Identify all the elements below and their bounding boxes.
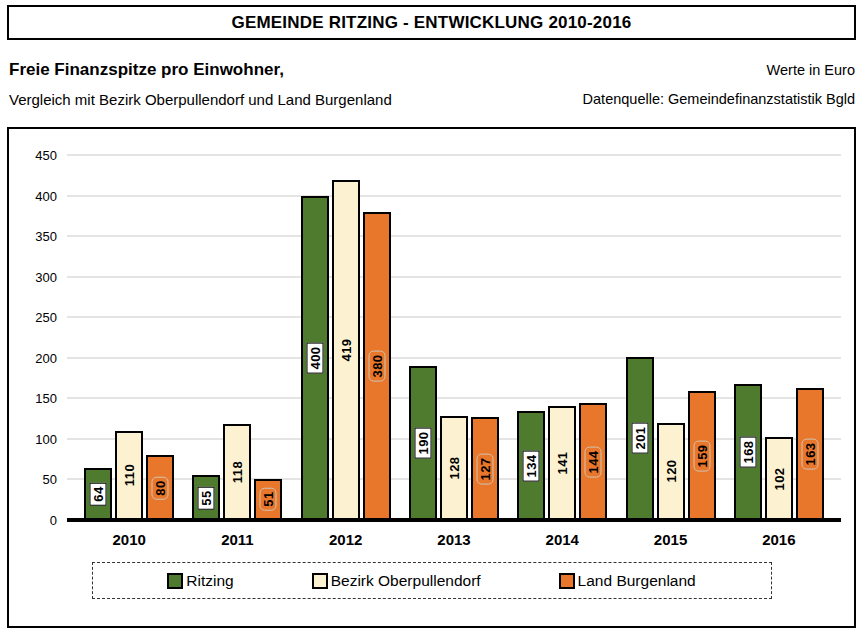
- y-tick-250: 250: [15, 311, 57, 324]
- legend-item-land-burgenland: Land Burgenland: [559, 572, 696, 590]
- bar-group-2015: 201 120 159: [616, 155, 724, 520]
- bar-ritzing-2010: 64: [84, 468, 112, 520]
- bar-value-label-bezirk-oberpullendorf-2013: 128: [446, 453, 461, 482]
- bar-value-label-bezirk-oberpullendorf-2014: 141: [555, 448, 570, 477]
- bar-value-label-ritzing-2013: 190: [414, 427, 431, 458]
- bar-bezirk-oberpullendorf-2014: 141: [548, 406, 576, 520]
- bar-land-burgenland-2011: 51: [254, 479, 282, 520]
- x-label-2015: 2015: [616, 531, 724, 548]
- bar-value-label-bezirk-oberpullendorf-2010: 110: [122, 461, 137, 489]
- x-label-2013: 2013: [400, 531, 508, 548]
- bar-value-label-land-burgenland-2013: 127: [476, 453, 493, 484]
- bar-value-label-bezirk-oberpullendorf-2011: 118: [230, 458, 245, 486]
- bar-land-burgenland-2012: 380: [363, 212, 391, 520]
- bar-land-burgenland-2013: 127: [471, 417, 499, 520]
- bar-land-burgenland-2016: 163: [796, 388, 824, 520]
- legend-swatch-land-burgenland: [559, 573, 575, 589]
- header-right: Werte in Euro Datenquelle: Gemeindefinan…: [583, 60, 855, 107]
- bar-bezirk-oberpullendorf-2010: 110: [115, 431, 143, 520]
- bar-value-label-ritzing-2014: 134: [523, 450, 540, 481]
- bar-land-burgenland-2010: 80: [146, 455, 174, 520]
- x-label-2014: 2014: [508, 531, 616, 548]
- bar-value-label-ritzing-2010: 64: [90, 482, 107, 505]
- bar-bezirk-oberpullendorf-2016: 102: [765, 437, 793, 520]
- bar-value-label-land-burgenland-2010: 80: [152, 476, 169, 499]
- bar-value-label-land-burgenland-2015: 159: [693, 440, 710, 471]
- bar-land-burgenland-2015: 159: [688, 391, 716, 520]
- title-box: GEMEINDE RITZING - ENTWICKLUNG 2010-2016: [7, 5, 856, 40]
- bar-land-burgenland-2014: 144: [579, 403, 607, 520]
- subtitle-secondary: Vergleich mit Bezirk Oberpullendorf und …: [9, 91, 392, 108]
- legend-label-bezirk-oberpullendorf: Bezirk Oberpullendorf: [331, 572, 481, 590]
- bar-value-label-ritzing-2012: 400: [306, 342, 323, 373]
- subtitle-main: Freie Finanzspitze pro Einwohner,: [9, 60, 392, 80]
- legend-label-land-burgenland: Land Burgenland: [578, 572, 696, 590]
- bar-value-label-land-burgenland-2011: 51: [260, 488, 277, 511]
- legend-item-bezirk-oberpullendorf: Bezirk Oberpullendorf: [312, 572, 481, 590]
- legend: Ritzing Bezirk Oberpullendorf Land Burgenl…: [92, 562, 772, 599]
- chart-container: 0501001502002503003504004506411080551185…: [7, 127, 856, 628]
- legend-swatch-ritzing: [167, 573, 183, 589]
- bar-value-label-ritzing-2016: 168: [739, 436, 756, 467]
- y-tick-300: 300: [15, 270, 57, 283]
- y-tick-0: 0: [15, 514, 57, 527]
- header-left: Freie Finanzspitze pro Einwohner, Vergle…: [9, 60, 392, 108]
- bar-value-label-land-burgenland-2014: 144: [585, 446, 602, 477]
- y-tick-50: 50: [15, 473, 57, 486]
- bar-group-2013: 190 128 127: [400, 155, 508, 520]
- y-tick-200: 200: [15, 351, 57, 364]
- bar-ritzing-2011: 55: [192, 475, 220, 520]
- y-tick-450: 450: [15, 149, 57, 162]
- legend-swatch-bezirk-oberpullendorf: [312, 573, 328, 589]
- bar-value-label-ritzing-2011: 55: [198, 486, 215, 509]
- plot-area: 0501001502002503003504004506411080551185…: [67, 155, 841, 520]
- bar-value-label-ritzing-2015: 201: [631, 423, 648, 454]
- bar-value-label-bezirk-oberpullendorf-2016: 102: [771, 464, 786, 493]
- bar-value-label-land-burgenland-2016: 163: [801, 438, 818, 469]
- bar-bezirk-oberpullendorf-2015: 120: [657, 423, 685, 520]
- x-axis-labels: 2010201120122013201420152016: [67, 531, 841, 548]
- y-tick-100: 100: [15, 432, 57, 445]
- bar-bezirk-oberpullendorf-2012: 419: [332, 180, 360, 520]
- bar-value-label-bezirk-oberpullendorf-2015: 120: [663, 457, 678, 486]
- bar-ritzing-2013: 190: [409, 366, 437, 520]
- y-tick-350: 350: [15, 230, 57, 243]
- bar-group-2011: 55 118 51: [183, 155, 291, 520]
- x-label-2010: 2010: [75, 531, 183, 548]
- bar-bezirk-oberpullendorf-2011: 118: [223, 424, 251, 520]
- header: Freie Finanzspitze pro Einwohner, Vergle…: [9, 60, 855, 108]
- bars-row: 64 110 80 55 118 51 400 419 380 190 128 127 134 141 14…: [67, 155, 841, 520]
- bar-group-2010: 64 110 80: [75, 155, 183, 520]
- page-title: GEMEINDE RITZING - ENTWICKLUNG 2010-2016: [231, 13, 631, 33]
- bar-group-2012: 400 419 380: [292, 155, 400, 520]
- bar-group-2016: 168 102 163: [725, 155, 833, 520]
- x-label-2012: 2012: [292, 531, 400, 548]
- unit-note: Werte in Euro: [583, 62, 855, 78]
- bar-bezirk-oberpullendorf-2013: 128: [440, 416, 468, 520]
- bar-value-label-land-burgenland-2012: 380: [368, 350, 385, 381]
- bar-group-2014: 134 141 144: [508, 155, 616, 520]
- legend-label-ritzing: Ritzing: [186, 572, 233, 590]
- bar-ritzing-2014: 134: [517, 411, 545, 520]
- x-label-2016: 2016: [725, 531, 833, 548]
- source-note: Datenquelle: Gemeindefinanzstatistik Bgl…: [583, 91, 855, 107]
- legend-item-ritzing: Ritzing: [167, 572, 233, 590]
- bar-value-label-bezirk-oberpullendorf-2012: 419: [338, 335, 353, 364]
- page: GEMEINDE RITZING - ENTWICKLUNG 2010-2016…: [0, 0, 863, 633]
- bar-ritzing-2016: 168: [734, 384, 762, 520]
- x-label-2011: 2011: [183, 531, 291, 548]
- y-tick-400: 400: [15, 189, 57, 202]
- y-tick-150: 150: [15, 392, 57, 405]
- bar-ritzing-2015: 201: [626, 357, 654, 520]
- bar-ritzing-2012: 400: [301, 196, 329, 520]
